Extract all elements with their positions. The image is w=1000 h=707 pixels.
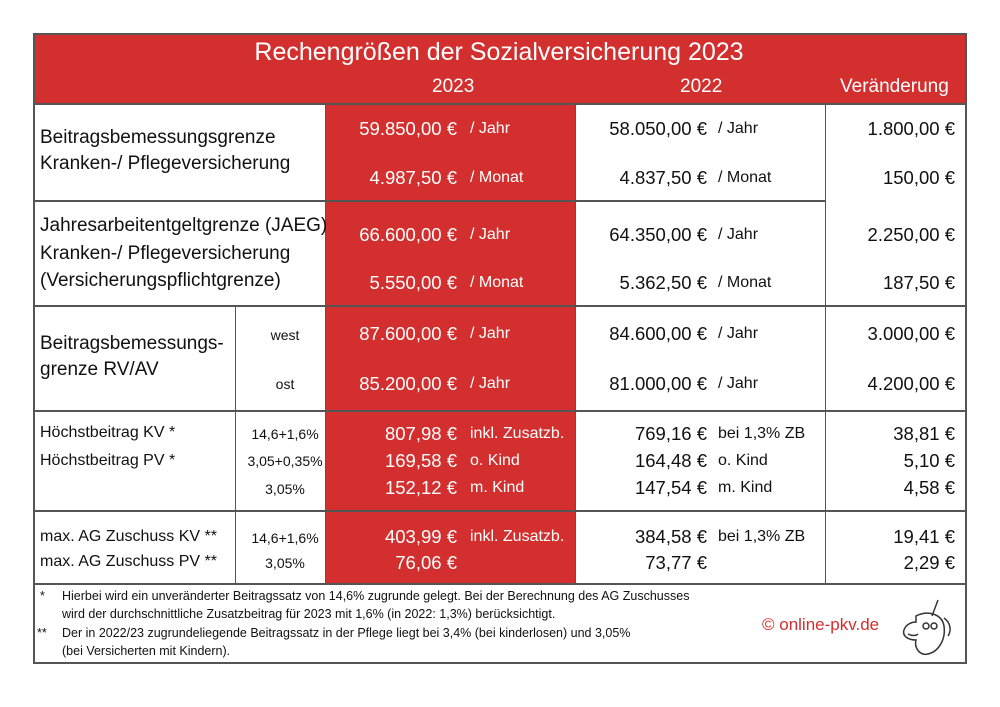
unit-2022: o. Kind <box>718 452 768 469</box>
unit-2023: / Jahr <box>470 375 511 392</box>
value-change: 2.250,00 € <box>867 224 955 245</box>
rate-label: 3,05+0,35% <box>247 453 323 469</box>
row-label: (Versicherungspflichtgrenze) <box>40 270 281 291</box>
footnote-mark: ** <box>37 626 47 640</box>
value-2022: 164,48 € <box>634 450 707 471</box>
divider <box>33 103 965 105</box>
table-frame <box>33 33 967 664</box>
unit-2023: o. Kind <box>470 452 520 469</box>
divider <box>325 103 326 583</box>
value-2022: 73,77 € <box>645 552 707 573</box>
rate-label: 3,05% <box>265 555 305 571</box>
unit-2023: inkl. Zusatzb. <box>470 425 565 442</box>
value-2022: 769,16 € <box>634 423 707 444</box>
rate-label: 14,6+1,6% <box>251 530 319 546</box>
row-label: max. AG Zuschuss PV ** <box>40 553 217 570</box>
rate-label: 3,05% <box>265 481 305 497</box>
unit-2023: / Jahr <box>470 325 511 342</box>
divider <box>33 410 965 412</box>
region-label: west <box>270 327 300 343</box>
row-label: Jahresarbeitentgeltgrenze (JAEG) <box>40 215 328 236</box>
value-2023: 4.987,50 € <box>369 167 457 188</box>
region-label: ost <box>275 376 295 392</box>
value-2023: 87.600,00 € <box>359 323 457 344</box>
value-change: 150,00 € <box>882 167 955 188</box>
unit-2022: / Jahr <box>718 375 759 392</box>
unit-2023: / Jahr <box>470 120 511 137</box>
value-change: 3.000,00 € <box>867 323 955 344</box>
unicorn-logo-icon <box>902 599 951 656</box>
unit-2023: m. Kind <box>470 479 525 496</box>
value-2023: 169,58 € <box>384 450 457 471</box>
row-label: Höchstbeitrag PV * <box>40 452 176 469</box>
value-2023: 403,99 € <box>384 526 457 547</box>
page-title: Rechengrößen der Sozialversicherung 2023 <box>254 38 744 66</box>
divider <box>575 103 576 583</box>
copyright-link[interactable]: © online-pkv.de <box>762 615 880 634</box>
footnote-text: Hierbei wird ein unveränderter Beitragss… <box>62 589 690 603</box>
unit-2022: bei 1,3% ZB <box>718 425 806 442</box>
value-2023: 5.550,00 € <box>369 272 457 293</box>
row-label: Kranken-/ Pflegeversicherung <box>40 153 291 174</box>
row-label: Beitragsbemessungsgrenze <box>40 127 276 148</box>
unit-2022: / Jahr <box>718 325 759 342</box>
unit-2022: / Jahr <box>718 120 759 137</box>
footnote-mark: * <box>40 589 45 603</box>
value-change: 19,41 € <box>893 526 955 547</box>
value-change: 4.200,00 € <box>867 373 955 394</box>
footnote-text: (bei Versicherten mit Kindern). <box>62 644 231 658</box>
divider <box>33 305 965 307</box>
header-2022: 2022 <box>680 76 723 97</box>
divider <box>33 583 965 585</box>
value-change: 1.800,00 € <box>867 118 955 139</box>
unit-2023: / Jahr <box>470 226 511 243</box>
rate-label: 14,6+1,6% <box>251 426 319 442</box>
row-label: max. AG Zuschuss KV ** <box>40 528 217 545</box>
header-change: Veränderung <box>840 76 949 97</box>
unit-2022: / Monat <box>718 274 772 291</box>
value-change: 5,10 € <box>903 450 955 471</box>
row-label: Beitragsbemessungs- <box>40 333 224 354</box>
value-2022: 64.350,00 € <box>609 224 707 245</box>
column-2023-band <box>325 103 575 583</box>
value-2023: 85.200,00 € <box>359 373 457 394</box>
divider <box>235 305 236 583</box>
header-2023: 2023 <box>432 76 475 97</box>
unit-2022: bei 1,3% ZB <box>718 528 806 545</box>
unit-2022: / Monat <box>718 169 772 186</box>
unit-2023: / Monat <box>470 169 524 186</box>
value-2022: 384,58 € <box>634 526 707 547</box>
value-2022: 147,54 € <box>634 477 707 498</box>
value-2023: 76,06 € <box>395 552 457 573</box>
unit-2023: inkl. Zusatzb. <box>470 528 565 545</box>
footnote-text: Der in 2022/23 zugrundeliegende Beitrags… <box>62 626 631 640</box>
value-2022: 4.837,50 € <box>619 167 707 188</box>
row-label: Kranken-/ Pflegeversicherung <box>40 243 291 264</box>
divider <box>825 103 826 583</box>
value-2023: 66.600,00 € <box>359 224 457 245</box>
value-2022: 84.600,00 € <box>609 323 707 344</box>
value-2023: 152,12 € <box>384 477 457 498</box>
value-change: 187,50 € <box>882 272 955 293</box>
row-label: grenze RV/AV <box>40 359 159 380</box>
value-change: 2,29 € <box>903 552 955 573</box>
unit-2023: / Monat <box>470 274 524 291</box>
unit-2022: / Jahr <box>718 226 759 243</box>
divider <box>33 510 965 512</box>
header-band <box>33 33 965 103</box>
value-2022: 81.000,00 € <box>609 373 707 394</box>
value-change: 4,58 € <box>903 477 955 498</box>
row-label: Höchstbeitrag KV * <box>40 424 176 441</box>
footnote-text: wird der durchschnittliche Zusatzbeitrag… <box>62 607 556 621</box>
value-2022: 5.362,50 € <box>619 272 707 293</box>
value-2023: 59.850,00 € <box>359 118 457 139</box>
value-change: 38,81 € <box>893 423 955 444</box>
divider <box>33 200 825 202</box>
value-2023: 807,98 € <box>384 423 457 444</box>
value-2022: 58.050,00 € <box>609 118 707 139</box>
unit-2022: m. Kind <box>718 479 773 496</box>
